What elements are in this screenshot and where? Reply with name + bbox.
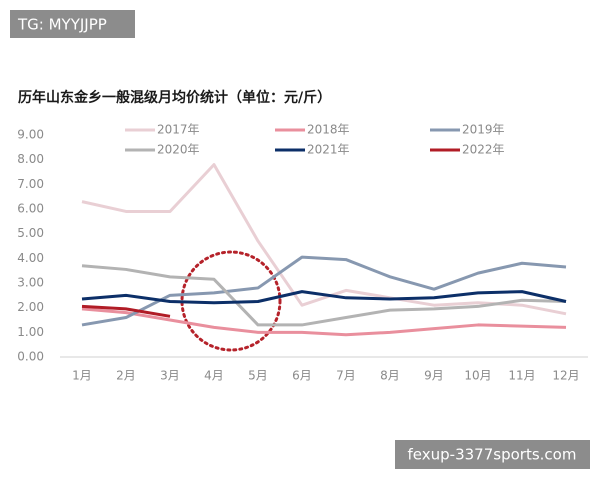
x-tick-label: 7月 [336, 369, 356, 383]
y-tick-label: 0.00 [17, 350, 44, 364]
y-tick-label: 3.00 [17, 276, 44, 290]
x-tick-label: 6月 [292, 369, 312, 383]
series-line [81, 304, 171, 318]
highlight-circle [180, 250, 282, 352]
x-tick-label: 12月 [552, 369, 579, 383]
y-tick-label: 1.00 [17, 325, 44, 339]
x-tick-label: 3月 [160, 369, 180, 383]
y-tick-label: 6.00 [17, 202, 44, 216]
series-line [81, 307, 567, 337]
x-tick-label: 9月 [424, 369, 444, 383]
x-tick-label: 11月 [508, 369, 535, 383]
legend-label: 2022年 [462, 143, 505, 157]
legend-label: 2018年 [307, 123, 350, 137]
x-tick-label: 4月 [204, 369, 224, 383]
y-tick-label: 5.00 [17, 226, 44, 240]
legend-label: 2019年 [462, 123, 505, 137]
series-line [81, 290, 567, 305]
x-tick-label: 1月 [72, 369, 92, 383]
y-tick-label: 2.00 [17, 300, 44, 314]
watermark-box [395, 440, 590, 469]
tag-box [10, 10, 135, 38]
y-tick-label: 7.00 [17, 177, 44, 191]
legend-label: 2017年 [157, 123, 200, 137]
y-tick-label: 8.00 [17, 152, 44, 166]
x-tick-label: 2月 [116, 369, 136, 383]
tag-text: TG: MYYJJPP [17, 16, 107, 34]
x-tick-label: 10月 [464, 369, 491, 383]
series-line [81, 264, 567, 327]
legend-label: 2020年 [157, 143, 200, 157]
chart-title: 历年山东金乡一般混级月均价统计（单位：元/斤） [18, 89, 331, 106]
y-tick-label: 9.00 [17, 128, 44, 142]
x-tick-label: 8月 [380, 369, 400, 383]
x-tick-label: 5月 [248, 369, 268, 383]
series-line [81, 163, 567, 316]
legend-label: 2021年 [307, 143, 350, 157]
watermark-text: fexup-3377sports.com [408, 446, 577, 464]
y-tick-label: 4.00 [17, 251, 44, 265]
